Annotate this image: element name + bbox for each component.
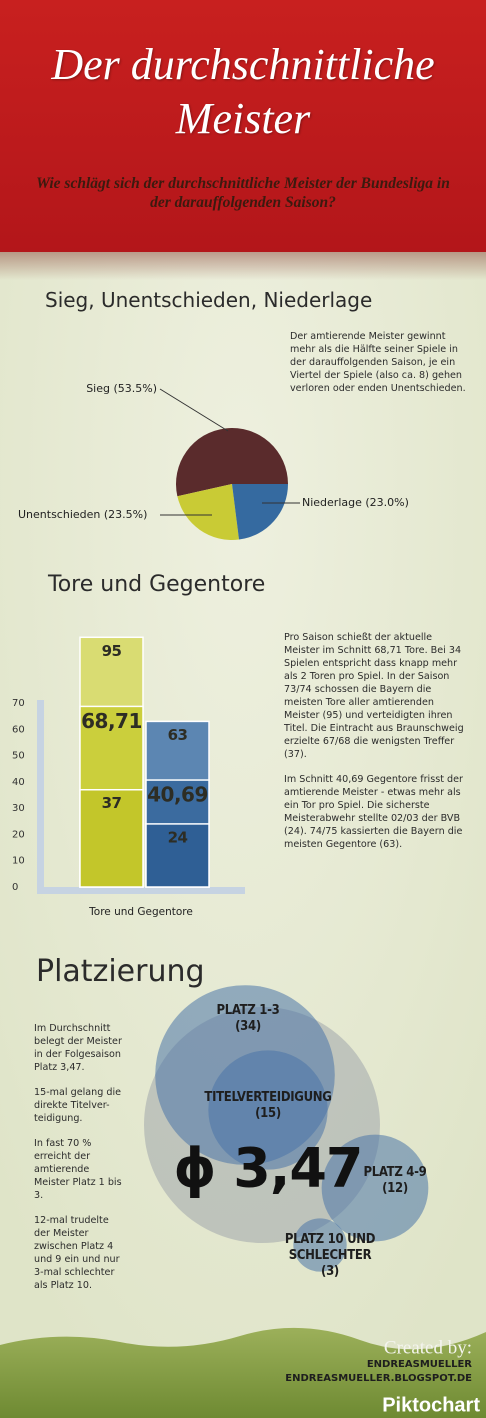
bubble-category: TITELVERTEIDIGUNG <box>204 1090 332 1105</box>
y-tick-label: 20 <box>12 829 25 840</box>
bar-value-label: 95 <box>102 642 122 660</box>
y-tick-label: 10 <box>12 856 25 867</box>
slice-label: Unentschieden (23.5%) <box>18 508 147 521</box>
leader-line <box>159 388 229 432</box>
bar-value-label: 24 <box>168 828 188 846</box>
section-heading: Platzierung <box>36 954 205 989</box>
paragraph: Der amtierende Meister gewinnt mehr als … <box>290 331 466 394</box>
section-text: Der amtierende Meister gewinnt mehr als … <box>290 330 468 407</box>
bubble-category: PLATZ 10 UND SCHLECHTER <box>284 1232 376 1263</box>
y-tick-label: 70 <box>12 698 25 709</box>
bubble-category: PLATZ 4-9 <box>363 1165 427 1180</box>
bubble-value-label: (34) <box>235 1019 261 1034</box>
bar-value-label: 68,71 <box>81 709 142 733</box>
bubble-label: PLATZ 1-3 (34) <box>188 1003 308 1035</box>
x-axis-label: Tore und Gegentore <box>88 906 193 918</box>
bubble-label: TITELVERTEIDIGUNG (15) <box>193 1090 343 1122</box>
bar-level <box>145 823 210 888</box>
y-tick-label: 40 <box>12 777 25 788</box>
slice-label: Sieg (53.5%) <box>86 382 157 395</box>
bubble <box>321 1134 429 1242</box>
bubble <box>208 1050 328 1170</box>
y-tick-label: 50 <box>12 751 25 762</box>
slice-label: Niederlage (23.0%) <box>302 496 409 509</box>
header-shadow <box>0 250 486 280</box>
grass <box>0 1327 486 1418</box>
bubble-value-label: (12) <box>382 1181 408 1196</box>
pie-slice <box>177 484 240 540</box>
paragraph: Im Schnitt 40,69 Gegentore frisst der am… <box>284 774 463 850</box>
bubble-label: PLATZ 4-9 (12) <box>350 1165 440 1197</box>
center-label: ϕ 3,47 <box>173 1137 362 1200</box>
y-axis-bar <box>37 700 44 893</box>
subtitle: Wie schlägt sich der durchschnittliche M… <box>36 175 450 211</box>
paragraph: 15-mal gelang die direkte Titelver-teidi… <box>34 1087 122 1124</box>
bar-level <box>79 788 144 888</box>
y-tick-label: 0 <box>12 882 18 893</box>
title: Der durchschnittliche Meister <box>51 40 435 143</box>
section-heading: Tore und Gegentore <box>48 572 266 597</box>
bubble-label: PLATZ 10 UND SCHLECHTER (3) <box>278 1232 382 1280</box>
bubble <box>293 1218 347 1272</box>
author-url: ENDREASMUELLER.BLOGSPOT.DE <box>285 1373 472 1384</box>
bubble-category: PLATZ 1-3 <box>216 1003 280 1018</box>
bar-value-label: 63 <box>168 726 188 744</box>
pie-slice <box>232 484 288 540</box>
bubble-value-label: (15) <box>255 1106 281 1121</box>
section-text: Pro Saison schießt der aktuelle Meister … <box>284 631 468 863</box>
bubble-value-label: (3) <box>321 1264 339 1279</box>
paragraph: 12-mal trudelte der Meister zwischen Pla… <box>34 1215 120 1291</box>
bar-value-label: 40,69 <box>147 783 208 807</box>
credit: Created by: <box>384 1337 472 1358</box>
header-band <box>0 0 486 252</box>
paragraph: Pro Saison schießt der aktuelle Meister … <box>284 632 464 760</box>
brand: Piktochart <box>382 1394 480 1416</box>
y-tick-label: 60 <box>12 724 25 735</box>
section-heading: Sieg, Unentschieden, Niederlage <box>45 288 373 312</box>
pie-slice <box>176 428 288 497</box>
bar-value-label: 37 <box>102 794 122 812</box>
section-text: Im Durchschnitt belegt der Meister in de… <box>34 1022 126 1304</box>
y-tick-label: 30 <box>12 803 25 814</box>
x-axis-bar <box>37 887 245 894</box>
paragraph: In fast 70 % erreicht der amtierende Mei… <box>34 1138 122 1201</box>
author: ENDREASMUELLER <box>367 1359 472 1370</box>
paragraph: Im Durchschnitt belegt der Meister in de… <box>34 1023 122 1073</box>
